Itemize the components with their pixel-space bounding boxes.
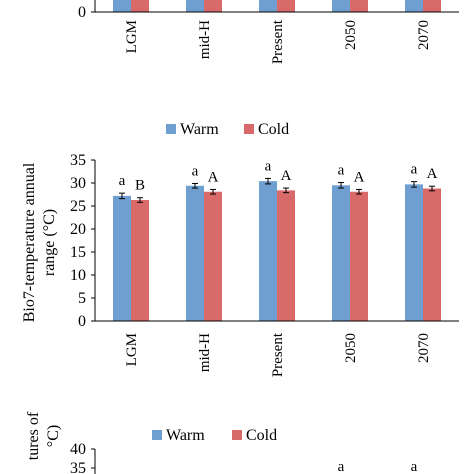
x-tick-label: 2070 [416, 333, 432, 363]
significance-label: A [281, 168, 292, 184]
significance-label: a [119, 173, 126, 189]
y-tick-label: 0 [78, 4, 86, 21]
x-tick-label: mid-H [197, 333, 213, 372]
legend-label-cold: Cold [246, 427, 277, 444]
y-tick-label: 30 [70, 175, 86, 192]
bar-warm-lgm [113, 0, 131, 12]
legend-label-warm: Warm [166, 427, 205, 444]
legend-swatch-warm [152, 430, 162, 440]
y-tick-label: 40 [70, 441, 86, 458]
y-tick-label: 0 [78, 313, 86, 330]
y-axis-title-line-1: Bio7-temperature annual [21, 162, 38, 322]
x-tick-label: 2070 [416, 20, 432, 50]
legend-swatch-warm [166, 124, 176, 134]
x-tick-label: LGM [124, 20, 140, 53]
bar-cold-2070 [423, 188, 441, 321]
y-axis-title-fragment-line-1: tures of [25, 411, 42, 460]
significance-label: a [192, 163, 199, 179]
significance-label: A [208, 169, 219, 185]
bar-warm-2070 [405, 0, 423, 12]
bar-warm-2050 [332, 0, 350, 12]
bar-cold-present [277, 190, 295, 321]
y-tick-label: 25 [70, 198, 86, 215]
significance-label: A [354, 169, 365, 185]
bar-cold-lgm [131, 200, 149, 321]
significance-label: B [135, 178, 145, 194]
y-axis-title-line-2: range (°C) [41, 209, 58, 276]
bar-warm-2070 [405, 184, 423, 321]
significance-label: a [338, 163, 345, 179]
x-tick-label: Present [270, 19, 286, 64]
significance-label: a [265, 158, 272, 174]
legend-swatch-cold [244, 124, 254, 134]
legend-label-warm: Warm [180, 121, 219, 138]
bar-warm-present [259, 0, 277, 12]
bar-warm-2050 [332, 185, 350, 321]
significance-label: a [411, 162, 418, 178]
y-tick-label: 10 [70, 267, 86, 284]
y-tick-label: 20 [70, 221, 86, 238]
y-tick-label: 15 [70, 244, 86, 261]
chart-panel-bottom: Warm Cold 40 35 tures of °C) a a [25, 411, 418, 474]
legend: Warm Cold [166, 121, 289, 138]
bar-cold-2050 [350, 191, 368, 321]
significance-label: a [338, 459, 345, 474]
y-tick-label: 5 [78, 290, 86, 307]
legend-swatch-cold [232, 430, 242, 440]
x-tick-label: Present [270, 332, 286, 377]
y-tick-label: 35 [70, 152, 86, 169]
bar-cold-present [277, 0, 295, 12]
bar-cold-lgm [131, 0, 149, 12]
x-tick-label: mid-H [197, 20, 213, 59]
significance-label: A [427, 166, 438, 182]
y-axis-title-fragment-line-2: °C) [45, 425, 62, 447]
bar-cold-2070 [423, 0, 441, 12]
x-tick-label: 2050 [343, 333, 359, 363]
bar-cold-mid-h [204, 0, 222, 12]
bar-warm-mid-h [186, 0, 204, 12]
bar-warm-lgm [113, 195, 131, 321]
y-tick-label: 35 [70, 460, 86, 474]
bar-cold-2050 [350, 0, 368, 12]
bar-cold-mid-h [204, 191, 222, 321]
y-axis-title: Bio7-temperature annual range (°C) [21, 162, 58, 322]
legend-label-cold: Cold [258, 121, 289, 138]
y-axis-title-fragment: tures of °C) [25, 411, 62, 460]
chart-panel-top: 0 LGM mid-H Present 2050 2070 [78, 0, 459, 64]
x-tick-label: LGM [124, 333, 140, 366]
bar-warm-present [259, 181, 277, 321]
significance-label: a [411, 459, 418, 474]
x-tick-label: 2050 [343, 20, 359, 50]
bar-warm-mid-h [186, 185, 204, 321]
